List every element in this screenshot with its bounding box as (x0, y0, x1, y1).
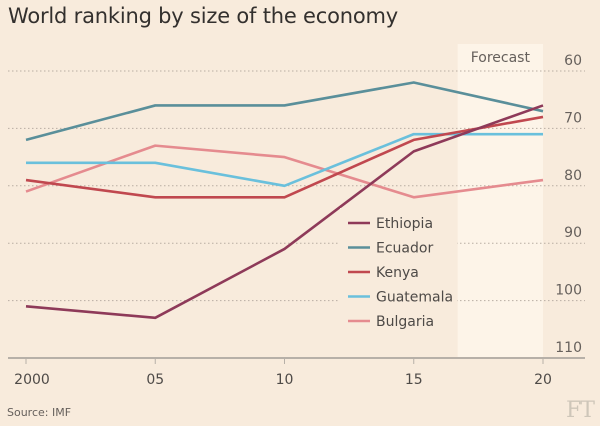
legend-label: Kenya (376, 265, 419, 281)
x-tick-label: 05 (146, 372, 164, 388)
chart-title: World ranking by size of the economy (8, 4, 399, 28)
forecast-label: Forecast (471, 50, 531, 66)
legend-label: Guatemala (376, 290, 453, 306)
y-axis: 60 70 80 90 100 110 (555, 53, 582, 356)
series-line-kenya (25, 115, 544, 199)
x-tick-label: 2000 (14, 372, 50, 388)
y-tick-label: 70 (564, 110, 582, 126)
y-tick-label: 60 (564, 53, 582, 69)
x-axis: 2000 05 10 15 20 (8, 357, 585, 388)
series-line-ecuador (25, 81, 544, 142)
legend: Ethiopia Ecuador Kenya Guatemala Bulgaria (340, 208, 457, 336)
x-tick-label: 10 (276, 372, 294, 388)
series-lines (25, 81, 544, 320)
x-tick-label: 20 (534, 372, 552, 388)
y-tick-label: 100 (555, 283, 582, 299)
gridlines (8, 70, 585, 302)
y-tick-label: 110 (555, 340, 582, 356)
legend-label: Bulgaria (376, 314, 434, 330)
y-tick-label: 90 (564, 225, 582, 241)
x-tick-label: 15 (405, 372, 423, 388)
legend-label: Ethiopia (376, 216, 433, 232)
series-line-bulgaria (25, 144, 544, 199)
ft-logo: FT (566, 398, 595, 423)
y-tick-label: 80 (564, 168, 582, 184)
source-note: Source: IMF (7, 406, 72, 419)
series-line-guatemala (26, 132, 543, 188)
series-line-ethiopia (25, 104, 544, 320)
legend-label: Ecuador (376, 241, 433, 257)
forecast-band (457, 44, 543, 358)
